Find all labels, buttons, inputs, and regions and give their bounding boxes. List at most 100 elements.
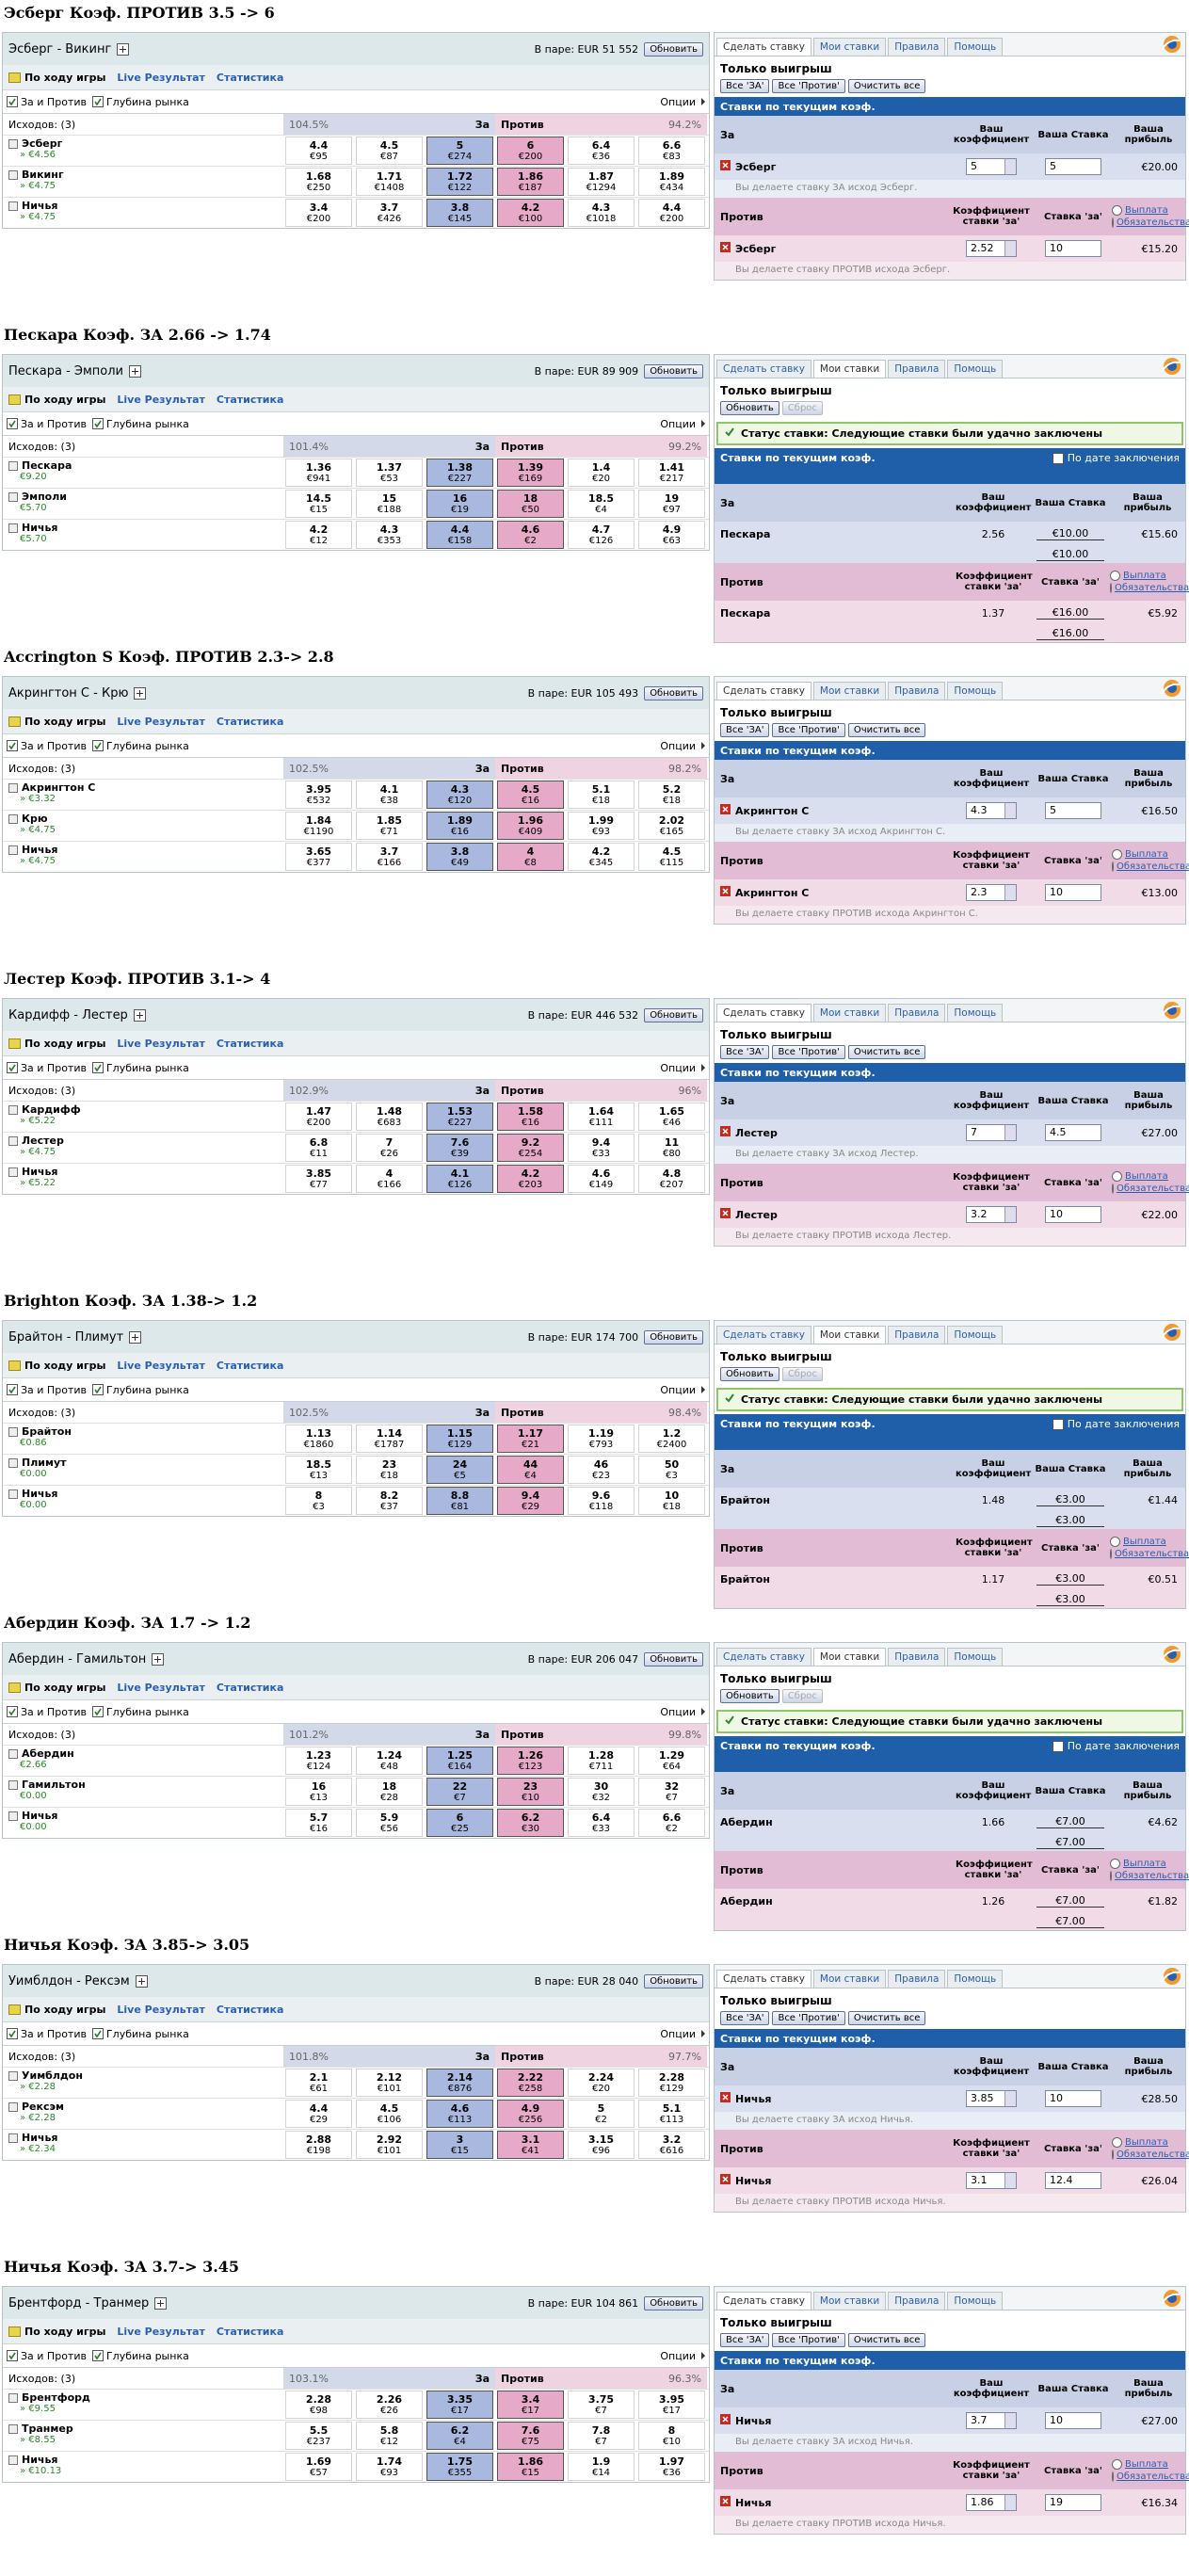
checkbox[interactable]	[7, 2028, 18, 2039]
remove-icon[interactable]	[720, 886, 731, 899]
price-cell[interactable]: 10 €18	[638, 1487, 705, 1515]
price-cell[interactable]: 4.9 €256	[497, 2100, 564, 2128]
price-cell[interactable]: 1.9 €14	[568, 2453, 635, 2481]
stats-link[interactable]: Статистика	[216, 1681, 284, 1694]
checkbox[interactable]	[1052, 1740, 1064, 1752]
stake-input[interactable]: 5	[1045, 802, 1101, 819]
checkbox[interactable]	[91, 1384, 104, 1395]
odds-spinner[interactable]	[1004, 803, 1016, 818]
tab[interactable]: Мои ставки	[812, 1326, 887, 1344]
refresh-button[interactable]: Обновить	[720, 401, 779, 415]
stats-link[interactable]: Статистика	[216, 71, 284, 84]
add-icon[interactable]	[129, 364, 142, 378]
price-cell[interactable]: 1.99 €93	[568, 812, 635, 840]
add-icon[interactable]	[134, 686, 147, 700]
price-cell[interactable]: 11 €80	[638, 1134, 705, 1162]
odds-spinner[interactable]	[1004, 159, 1016, 174]
price-cell[interactable]: 7.8 €7	[568, 2422, 635, 2450]
add-icon[interactable]	[135, 1974, 148, 1988]
all-back-button[interactable]: Все 'ЗА'	[720, 2333, 770, 2347]
price-cell[interactable]: 1.96 €409	[497, 812, 564, 840]
radio-option[interactable]: Выплата	[1110, 1859, 1185, 1869]
radio-option[interactable]: Обязательства	[1112, 2149, 1189, 2160]
price-cell[interactable]: 4.1 €38	[356, 781, 423, 809]
price-cell[interactable]: 9.6 €118	[568, 1487, 635, 1515]
price-cell[interactable]: 2.28 €129	[638, 2069, 705, 2097]
price-cell[interactable]: 1.85 €71	[356, 812, 423, 840]
price-cell[interactable]: 2.92 €101	[356, 2131, 423, 2159]
price-cell[interactable]: 4.5 €106	[356, 2100, 423, 2128]
price-cell[interactable]: 4.1 €126	[426, 1165, 493, 1193]
tab[interactable]: Помощь	[947, 2292, 1004, 2310]
checkbox[interactable]	[91, 1062, 104, 1073]
checkbox[interactable]	[7, 1706, 18, 1717]
reset-button[interactable]: Сброс	[781, 1689, 823, 1703]
odds-spinner[interactable]	[1004, 2413, 1016, 2428]
tab[interactable]: Мои ставки	[812, 2292, 887, 2310]
odds-spinner[interactable]	[1004, 885, 1016, 900]
all-lay-button[interactable]: Все 'Против'	[772, 1045, 845, 1059]
price-cell[interactable]: 16 €13	[285, 1778, 352, 1806]
price-cell[interactable]: 1.84 €1190	[285, 812, 352, 840]
price-cell[interactable]: 16 €19	[426, 490, 493, 518]
price-cell[interactable]: 4.6 €2	[497, 521, 564, 549]
remove-icon[interactable]	[720, 1126, 731, 1139]
all-back-button[interactable]: Все 'ЗА'	[720, 723, 770, 737]
price-cell[interactable]: 18 €28	[356, 1778, 423, 1806]
price-cell[interactable]: 2.02 €165	[638, 812, 705, 840]
radio-option[interactable]: Выплата	[1110, 571, 1185, 581]
price-cell[interactable]: 4.4 €158	[426, 521, 493, 549]
price-cell[interactable]: 1.58 €16	[497, 1103, 564, 1131]
options-link[interactable]: Опции	[660, 1705, 696, 1718]
options-link[interactable]: Опции	[660, 95, 696, 108]
odds-input[interactable]: 1.86	[966, 2494, 1017, 2511]
price-cell[interactable]: 3 €15	[426, 2131, 493, 2159]
price-cell[interactable]: 6.6 €83	[638, 137, 705, 165]
price-cell[interactable]: 2.22 €258	[497, 2069, 564, 2097]
price-cell[interactable]: 4.3 €120	[426, 781, 493, 809]
live-link[interactable]: Live Результат	[117, 2003, 205, 2016]
price-cell[interactable]: 1.65 €46	[638, 1103, 705, 1131]
remove-icon[interactable]	[720, 160, 731, 173]
price-cell[interactable]: 1.74 €93	[356, 2453, 423, 2481]
checkbox[interactable]	[91, 2350, 104, 2361]
checkbox[interactable]	[7, 96, 18, 107]
price-cell[interactable]: 1.28 €711	[568, 1747, 635, 1775]
price-cell[interactable]: 18 €50	[497, 490, 564, 518]
tab[interactable]: Сделать ставку	[716, 682, 811, 700]
price-cell[interactable]: 32 €7	[638, 1778, 705, 1806]
radio-option[interactable]: Выплата	[1112, 205, 1185, 216]
price-cell[interactable]: 4.5 €115	[638, 843, 705, 871]
remove-icon[interactable]	[720, 804, 731, 817]
odds-input[interactable]: 3.1	[966, 2172, 1017, 2189]
price-cell[interactable]: 4.6 €113	[426, 2100, 493, 2128]
refresh-button[interactable]: Обновить	[644, 2295, 703, 2310]
price-cell[interactable]: 9.2 €254	[497, 1134, 564, 1162]
checkbox[interactable]	[7, 418, 18, 429]
price-cell[interactable]: 1.87 €1294	[568, 168, 635, 196]
radio-option[interactable]: Обязательства	[1112, 861, 1189, 872]
price-cell[interactable]: 5.1 €18	[568, 781, 635, 809]
price-cell[interactable]: 30 €32	[568, 1778, 635, 1806]
price-cell[interactable]: 6.2 €30	[497, 1809, 564, 1837]
odds-input[interactable]: 7	[966, 1124, 1017, 1141]
price-cell[interactable]: 1.29 €64	[638, 1747, 705, 1775]
tab[interactable]: Сделать ставку	[716, 1004, 811, 1022]
add-icon[interactable]	[152, 1652, 165, 1666]
tab[interactable]: Правила	[888, 1326, 946, 1344]
price-cell[interactable]: 4.6 €149	[568, 1165, 635, 1193]
price-cell[interactable]: 2.88 €198	[285, 2131, 352, 2159]
live-link[interactable]: Live Результат	[117, 1681, 205, 1694]
tab[interactable]: Сделать ставку	[716, 2292, 811, 2310]
clear-button[interactable]: Очистить все	[847, 1045, 926, 1059]
refresh-button[interactable]: Обновить	[644, 1973, 703, 1988]
tab[interactable]: Мои ставки	[812, 1648, 887, 1666]
price-cell[interactable]: 4.5 €87	[356, 137, 423, 165]
price-cell[interactable]: 3.15 €96	[568, 2131, 635, 2159]
price-cell[interactable]: 15 €188	[356, 490, 423, 518]
tab[interactable]: Помощь	[947, 1648, 1004, 1666]
odds-spinner[interactable]	[1004, 1125, 1016, 1140]
tab[interactable]: Мои ставки	[812, 1970, 887, 1988]
live-link[interactable]: Live Результат	[117, 1037, 205, 1050]
price-cell[interactable]: 1.24 €48	[356, 1747, 423, 1775]
